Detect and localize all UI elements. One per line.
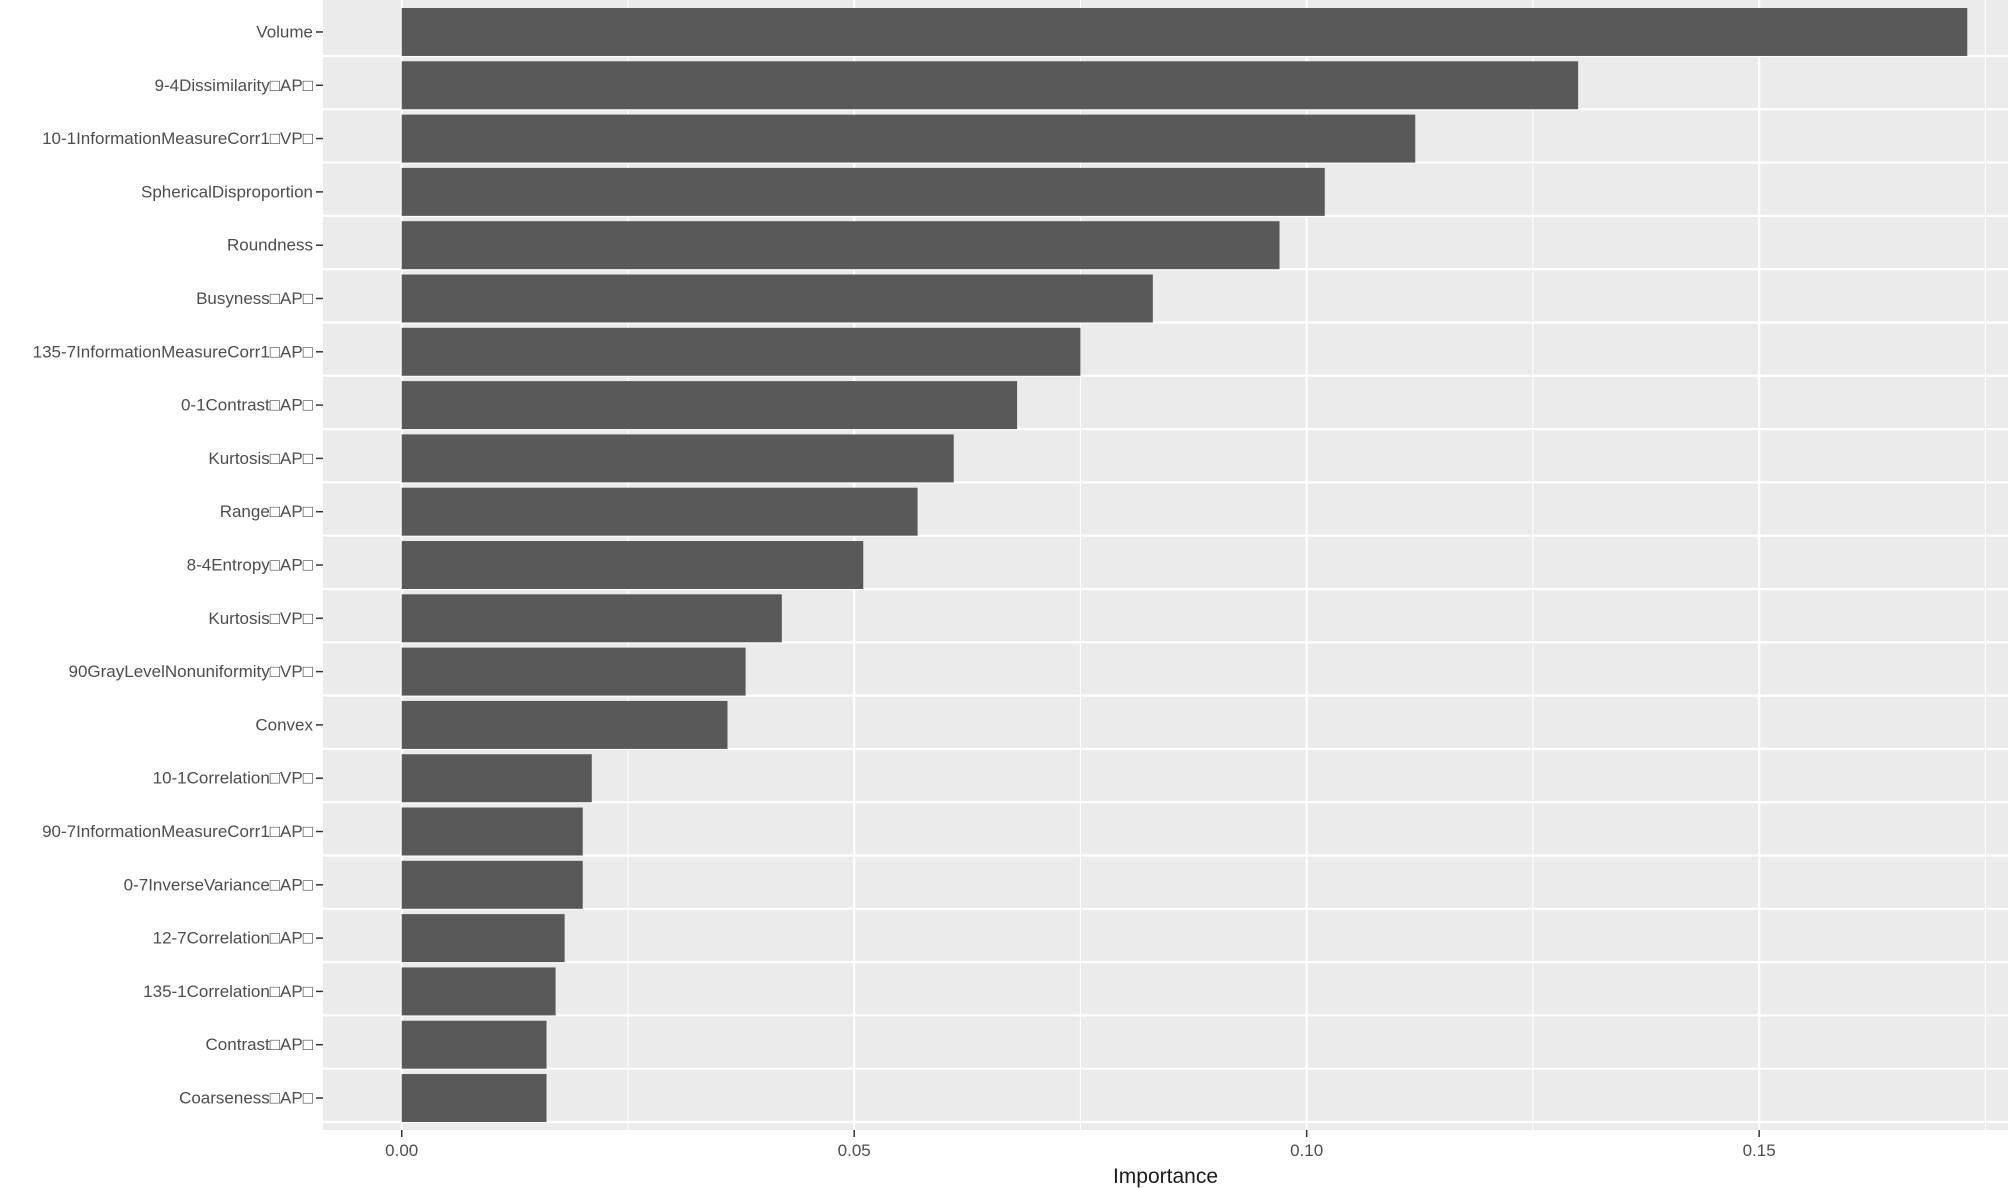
bar-7 — [401, 381, 1018, 430]
y-tick-label-10: 8-4Entropy□AP□ — [187, 556, 313, 575]
x-tick-label-0: 0.00 — [385, 1141, 418, 1160]
bar-15 — [401, 807, 583, 856]
y-tick-label-17: 12-7Correlation□AP□ — [153, 929, 313, 948]
bar-9 — [401, 487, 918, 536]
y-tick-label-9: Range□AP□ — [220, 502, 313, 521]
y-tick-label-19: Contrast□AP□ — [206, 1035, 313, 1054]
y-tick-label-13: Convex — [255, 715, 313, 734]
bar-4 — [401, 221, 1280, 270]
y-tick-label-1: 9-4Dissimilarity□AP□ — [155, 76, 313, 95]
y-tick-label-12: 90GrayLevelNonuniformity□VP□ — [69, 662, 313, 681]
y-tick-label-5: Busyness□AP□ — [196, 289, 313, 308]
y-tick-label-18: 135-1Correlation□AP□ — [143, 982, 313, 1001]
y-tick-label-15: 90-7InformationMeasureCorr1□AP□ — [42, 822, 313, 841]
bar-20 — [401, 1074, 547, 1123]
bar-17 — [401, 914, 565, 963]
bar-14 — [401, 754, 592, 803]
bar-11 — [401, 594, 782, 643]
bars — [401, 7, 1968, 1123]
y-tick-label-7: 0-1Contrast□AP□ — [181, 396, 313, 415]
bar-8 — [401, 434, 954, 483]
y-tick-label-3: SphericalDisproportion — [141, 182, 313, 201]
bar-5 — [401, 274, 1153, 323]
x-tick-label-1: 0.05 — [838, 1141, 871, 1160]
bar-0 — [401, 7, 1968, 56]
x-tick-label-2: 0.10 — [1290, 1141, 1323, 1160]
y-tick-label-2: 10-1InformationMeasureCorr1□VP□ — [42, 129, 313, 148]
bar-3 — [401, 167, 1325, 216]
y-tick-label-6: 135-7InformationMeasureCorr1□AP□ — [33, 342, 313, 361]
y-tick-label-8: Kurtosis□AP□ — [208, 449, 313, 468]
y-tick-label-0: Volume — [256, 22, 313, 41]
y-tick-label-20: Coarseness□AP□ — [179, 1089, 313, 1108]
bar-12 — [401, 647, 746, 696]
bar-18 — [401, 967, 556, 1016]
x-axis: 0.00 0.05 0.10 0.15 — [385, 1130, 1776, 1160]
y-tick-label-14: 10-1Correlation□VP□ — [153, 769, 313, 788]
bar-2 — [401, 114, 1416, 163]
bar-13 — [401, 700, 728, 749]
bar-1 — [401, 61, 1579, 110]
x-axis-title: Importance — [1113, 1165, 1218, 1188]
bar-16 — [401, 860, 583, 909]
x-tick-label-3: 0.15 — [1743, 1141, 1776, 1160]
y-tick-label-16: 0-7InverseVariance□AP□ — [124, 875, 313, 894]
y-axis: Volume 9-4Dissimilarity□AP□ 10-1Informatio… — [33, 22, 323, 1108]
bar-10 — [401, 541, 864, 589]
y-tick-label-4: Roundness — [227, 236, 313, 255]
bar-19 — [401, 1020, 547, 1069]
bar-6 — [401, 327, 1081, 376]
y-tick-label-11: Kurtosis□VP□ — [208, 609, 313, 628]
